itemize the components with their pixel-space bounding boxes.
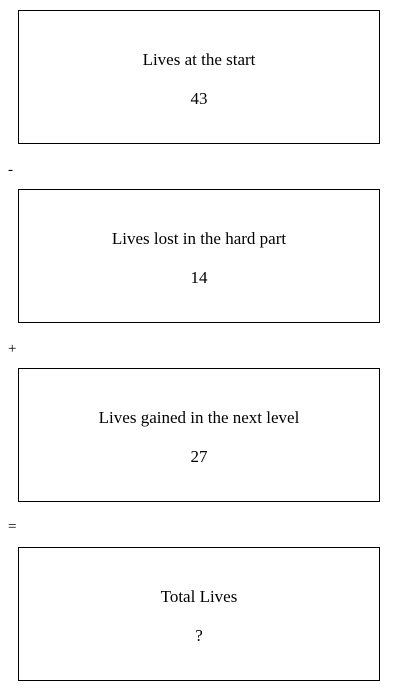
total-lives-value: ? [195, 626, 203, 645]
total-lives-box: Total Lives ? [18, 547, 380, 681]
lives-lost-label: Lives lost in the hard part [111, 229, 287, 248]
total-lives-label: Total Lives [160, 587, 238, 606]
plus-operator: + [8, 341, 17, 357]
lives-gained-box: Lives gained in the next level 27 [18, 368, 380, 502]
start-lives-box: Lives at the start 43 [18, 10, 380, 144]
lives-lost-box: Lives lost in the hard part 14 [18, 189, 380, 323]
start-lives-value: 43 [190, 89, 208, 108]
lives-lost-value: 14 [190, 268, 208, 287]
start-lives-label: Lives at the start [142, 50, 256, 69]
equals-operator: = [8, 519, 17, 535]
lives-gained-label: Lives gained in the next level [98, 408, 300, 427]
lives-gained-value: 27 [190, 447, 208, 466]
minus-operator: - [8, 162, 13, 178]
